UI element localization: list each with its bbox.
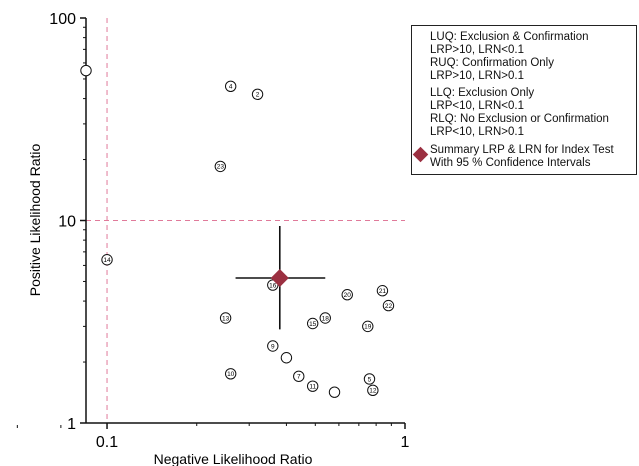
study-point-circle bbox=[224, 368, 237, 380]
study-point: 9 bbox=[267, 340, 279, 352]
study-point-label: 21 bbox=[379, 288, 387, 295]
study-point: 2 bbox=[251, 88, 264, 100]
study-point: 12 bbox=[367, 384, 379, 397]
study-point-circle bbox=[224, 80, 237, 92]
study-point-circle bbox=[362, 320, 374, 333]
study-point-circle bbox=[367, 384, 379, 397]
study-point-label: 15 bbox=[309, 321, 317, 328]
study-point-circle bbox=[80, 64, 92, 77]
study-point-label: 4 bbox=[229, 84, 233, 91]
study-point-label: 13 bbox=[222, 315, 230, 322]
study-point: 23 bbox=[214, 160, 227, 173]
study-point: 14 bbox=[101, 254, 113, 266]
study-point bbox=[280, 352, 293, 364]
study-point: 22 bbox=[382, 299, 395, 312]
study-point-circle bbox=[219, 312, 232, 324]
y-tick-label: 100 bbox=[49, 11, 76, 28]
summary-diamond-marker bbox=[270, 269, 289, 288]
study-point: 10 bbox=[224, 368, 237, 380]
study-point: 7 bbox=[293, 370, 305, 383]
study-point-label: 2 bbox=[256, 92, 260, 99]
study-point-label: 5 bbox=[368, 376, 372, 383]
study-point-label: 12 bbox=[369, 388, 377, 395]
legend-summary-diamond-icon bbox=[412, 146, 429, 163]
study-point: 11 bbox=[306, 380, 319, 392]
study-point-label: 7 bbox=[297, 374, 301, 381]
x-tick-label: 1 bbox=[401, 434, 410, 451]
study-point: 18 bbox=[319, 312, 331, 324]
study-point-circle bbox=[267, 340, 279, 352]
study-point-circle bbox=[382, 299, 395, 312]
study-point-label: 9 bbox=[271, 343, 275, 350]
y-tick-label: 10 bbox=[58, 214, 76, 231]
study-point-label: 18 bbox=[322, 315, 330, 322]
reference-lines bbox=[86, 18, 405, 423]
legend-rlq-rule: LRP<10, LRN>0.1 bbox=[430, 126, 524, 138]
tick-marks: 1 10 100 0.1 1 bbox=[16, 11, 410, 451]
y-tick-label: 1 bbox=[67, 416, 76, 433]
study-point-circle bbox=[363, 373, 376, 385]
study-point-label: 11 bbox=[309, 383, 316, 390]
study-point-label: 19 bbox=[364, 324, 372, 331]
study-point: 4 bbox=[224, 80, 237, 92]
summary-marker-group bbox=[270, 269, 289, 288]
legend-ruq-title: RUQ: Confirmation Only bbox=[430, 57, 554, 69]
legend: LUQ: Exclusion & Confirmation LRP>10, LR… bbox=[411, 25, 637, 175]
y-axis-label: Positive Likelihood Ratio bbox=[27, 144, 43, 297]
study-point-circle bbox=[101, 254, 113, 266]
study-point-circle bbox=[306, 317, 319, 330]
study-point-label: 14 bbox=[103, 257, 111, 264]
study-point: 20 bbox=[341, 289, 353, 301]
study-point-label: 22 bbox=[385, 303, 393, 310]
legend-ruq-rule: LRP>10, LRN>0.1 bbox=[430, 70, 524, 82]
legend-summary-label: Summary LRP & LRN for Index Test bbox=[430, 144, 614, 156]
legend-luq-rule: LRP>10, LRN<0.1 bbox=[430, 44, 524, 56]
study-point-label: 20 bbox=[344, 292, 352, 299]
study-point-circle bbox=[280, 352, 293, 364]
study-point: 13 bbox=[219, 312, 232, 324]
study-point bbox=[328, 386, 341, 398]
study-point: 21 bbox=[376, 285, 389, 297]
x-axis-label: Negative Likelihood Ratio bbox=[154, 451, 313, 466]
study-point bbox=[80, 64, 92, 77]
legend-summary-ci-label: With 95 % Confidence Intervals bbox=[430, 157, 591, 169]
study-point-circle bbox=[293, 370, 305, 383]
study-point-circle bbox=[214, 160, 227, 173]
study-points: 2 4 5 7 9 10 11 12 13 14 15 16 18 19 20 21 22 23 bbox=[80, 64, 395, 398]
legend-llq-rule: LRP<10, LRN<0.1 bbox=[430, 100, 524, 112]
study-point-circle bbox=[319, 312, 331, 324]
study-point-circle bbox=[306, 380, 319, 392]
x-tick-label: 0.1 bbox=[96, 434, 118, 451]
study-point-circle bbox=[376, 285, 389, 297]
study-point-label: 23 bbox=[217, 164, 225, 171]
legend-llq-title: LLQ: Exclusion Only bbox=[430, 87, 535, 99]
study-point: 15 bbox=[306, 317, 319, 330]
study-point: 19 bbox=[362, 320, 374, 333]
study-point: 5 bbox=[363, 373, 376, 385]
study-point-circle bbox=[251, 88, 264, 100]
study-point-label: 10 bbox=[227, 371, 235, 378]
study-point-circle bbox=[341, 289, 353, 301]
legend-rlq-title: RLQ: No Exclusion or Confirmation bbox=[430, 113, 609, 125]
study-point-circle bbox=[328, 386, 341, 398]
study-point-label: 16 bbox=[269, 282, 277, 289]
legend-luq-title: LUQ: Exclusion & Confirmation bbox=[430, 31, 589, 43]
